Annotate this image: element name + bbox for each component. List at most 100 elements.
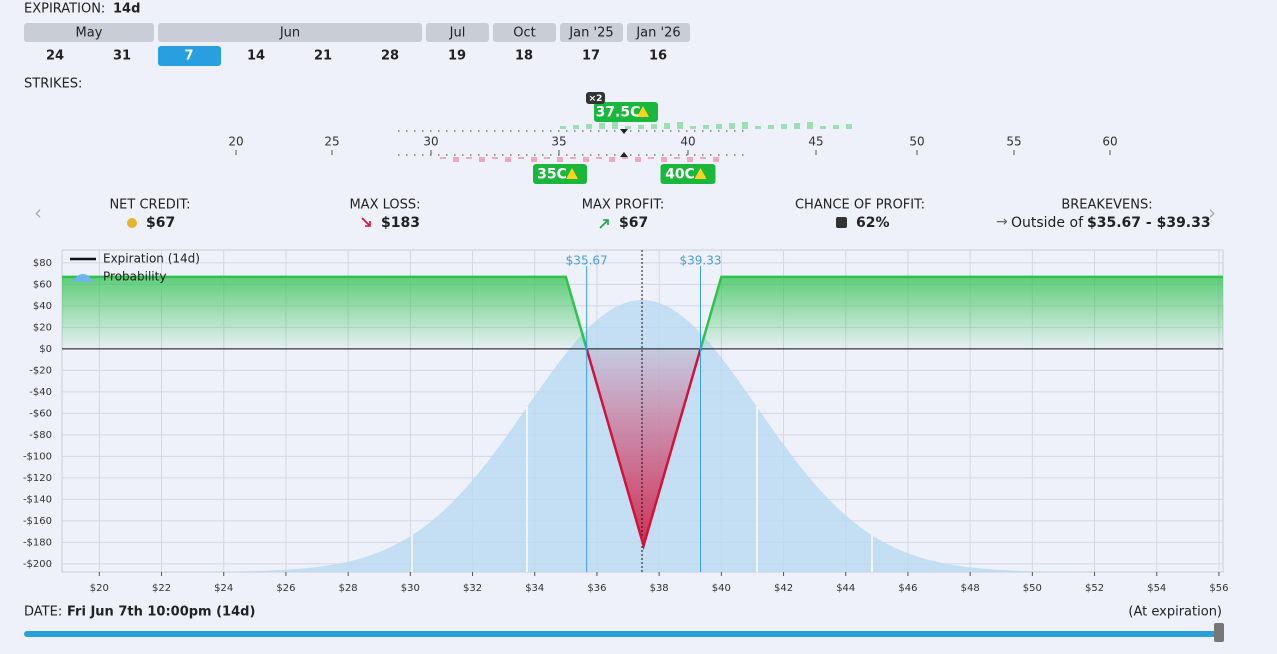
x-tick-label: $40 (712, 583, 731, 594)
call-oi-bar (703, 125, 709, 129)
expiration-day[interactable]: 18 (515, 49, 533, 64)
expiration-day[interactable]: 17 (582, 49, 600, 64)
month-name: Jul (449, 26, 466, 41)
dice-icon (836, 217, 847, 228)
call-oi-bar (586, 124, 592, 129)
strike-dot (726, 154, 728, 156)
strike-dot (582, 130, 584, 132)
put-oi-bar (661, 157, 667, 162)
next-arrow[interactable]: › (1208, 201, 1216, 225)
strike-dot (662, 154, 664, 156)
y-tick-label: -$80 (29, 430, 52, 441)
month-header[interactable] (158, 23, 422, 42)
strike-dot (494, 154, 496, 156)
x-tick-label: $36 (587, 583, 606, 594)
strike-dot (702, 154, 704, 156)
selected-day-bg (158, 46, 221, 66)
put-oi-bar (648, 157, 654, 159)
call-oi-bar (651, 124, 657, 129)
strike-dot (598, 154, 600, 156)
call-oi-bar (755, 126, 761, 129)
strike-dot (686, 130, 688, 132)
call-oi-bar (690, 126, 696, 129)
strike-dot (742, 130, 744, 132)
strike-dot (598, 130, 600, 132)
strike-dot (438, 130, 440, 132)
expiration-day[interactable]: 21 (314, 49, 332, 64)
month-header[interactable] (493, 23, 556, 42)
date-slider-knob[interactable] (1214, 623, 1224, 642)
call-oi-bar (612, 122, 618, 129)
expiration-day[interactable]: 14 (247, 49, 265, 64)
strike-dot (742, 154, 744, 156)
call-oi-bar (560, 126, 566, 129)
month-name: Jun (279, 26, 300, 41)
month-header[interactable] (627, 23, 690, 42)
expiration-day[interactable]: 7 (184, 49, 193, 64)
strike-dot (494, 130, 496, 132)
date-slider-track[interactable] (24, 631, 1218, 637)
put-oi-bar (583, 157, 589, 162)
call-oi-bar (846, 124, 852, 129)
x-tick-label: $22 (152, 583, 171, 594)
strike-dot (718, 130, 720, 132)
month-header[interactable] (560, 23, 623, 42)
call-oi-bar (599, 123, 605, 129)
y-tick-label: $40 (33, 301, 52, 312)
month-name: May (76, 26, 103, 41)
put-oi-bar (570, 157, 576, 159)
put-oi-bar (635, 157, 641, 162)
strike-tick-label: 20 (228, 135, 243, 149)
strike-tick-label: 35 (551, 135, 566, 149)
call-oi-bar (794, 123, 800, 129)
prev-arrow[interactable]: ‹ (34, 201, 42, 225)
x-tick-label: $38 (650, 583, 669, 594)
strike-dot (710, 130, 712, 132)
call-oi-bar (807, 122, 813, 129)
expiration-day[interactable]: 28 (381, 49, 399, 64)
strike-dot (734, 130, 736, 132)
x-tick-label: $34 (525, 583, 544, 594)
y-tick-label: -$120 (23, 473, 52, 484)
stat-label: MAX PROFIT: (582, 198, 664, 213)
strike-dot (566, 154, 568, 156)
strike-dot (486, 154, 488, 156)
put-oi-bar (687, 157, 693, 162)
expiration-day[interactable]: 16 (649, 49, 667, 64)
expiration-day[interactable]: 24 (46, 49, 64, 64)
x-tick-label: $26 (276, 583, 295, 594)
put-oi-bar (609, 157, 615, 162)
strike-tick-label: 55 (1006, 135, 1021, 149)
stat-value: 62% (856, 215, 890, 231)
expiration-day[interactable]: 31 (113, 49, 131, 64)
date-label: DATE: (24, 605, 62, 620)
strike-leg-label: 35C (537, 167, 567, 183)
arrow-icon: → (996, 214, 1008, 230)
strike-dot (502, 130, 504, 132)
x-tick-label: $42 (774, 583, 793, 594)
breakeven-label: $39.33 (680, 254, 722, 268)
strike-dot (470, 130, 472, 132)
x-tick-label: $20 (90, 583, 109, 594)
strike-dot (526, 130, 528, 132)
pl-line (62, 275, 1223, 551)
call-oi-bar (716, 124, 722, 129)
stat-value: $67 (619, 215, 648, 231)
strike-dot (454, 154, 456, 156)
date-value: Fri Jun 7th 10:00pm (14d) (67, 605, 255, 620)
stat-value: $183 (381, 215, 420, 231)
strike-dot (462, 130, 464, 132)
put-oi-bar (453, 157, 459, 162)
x-tick-label: $24 (214, 583, 233, 594)
quantity-badge (586, 92, 605, 104)
put-oi-bar (505, 157, 511, 162)
month-header[interactable] (24, 23, 154, 42)
month-header[interactable] (426, 23, 489, 42)
call-oi-bar (677, 122, 683, 129)
x-tick-label: $28 (339, 583, 358, 594)
strike-tick-label: 40 (680, 135, 695, 149)
expiration-day[interactable]: 19 (448, 49, 466, 64)
strike-dot (710, 154, 712, 156)
strike-dot (694, 130, 696, 132)
